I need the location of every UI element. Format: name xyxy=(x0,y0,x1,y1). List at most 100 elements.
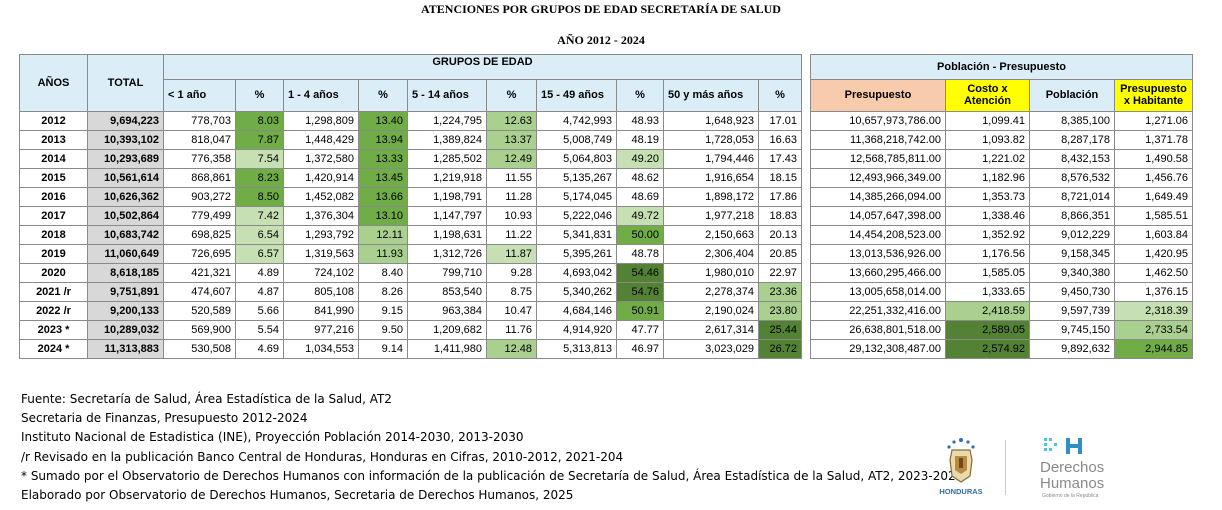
header-anos: AÑOS xyxy=(19,54,88,112)
cell-15-49: 5,135,267 xyxy=(536,168,617,188)
cell-costo-atencion: 1,182.96 xyxy=(945,168,1030,188)
cell-pct-15-49: 54.46 xyxy=(616,263,664,283)
cell-50-mas: 1,794,446 xyxy=(663,149,759,169)
column-gap xyxy=(801,320,811,340)
cell-menor-1: 726,695 xyxy=(163,244,236,264)
year-cell: 2021 /r xyxy=(19,282,88,302)
cell-pct-5-14: 11.28 xyxy=(486,187,537,207)
cell-pct-50-mas: 17.43 xyxy=(758,149,802,169)
cell-costo-atencion: 1,093.82 xyxy=(945,130,1030,150)
dh-logo-line1: Derechos xyxy=(1040,459,1104,476)
cell-pct-1-4: 13.94 xyxy=(358,130,408,150)
header-pct: % xyxy=(486,79,537,112)
table-row: 2015 10,561,614 868,861 8.23 1,420,914 13.45 1… xyxy=(19,168,1193,188)
year-cell: 2015 xyxy=(19,168,88,188)
column-gap xyxy=(801,111,811,131)
honduras-logo-text: HONDURAS xyxy=(939,487,982,496)
column-gap xyxy=(801,339,811,359)
cell-50-mas: 2,306,404 xyxy=(663,244,759,264)
cell-pct-menor-1: 8.03 xyxy=(235,111,284,131)
header-pct: % xyxy=(616,79,664,112)
cell-pct-15-49: 54.76 xyxy=(616,282,664,302)
cell-pct-1-4: 12.11 xyxy=(358,225,408,245)
cell-poblacion: 8,432,153 xyxy=(1029,149,1115,169)
cell-presupuesto: 29,132,308,487.00 xyxy=(810,339,946,359)
cell-presupuesto: 13,005,658,014.00 xyxy=(810,282,946,302)
year-cell: 2014 xyxy=(19,149,88,169)
year-cell: 2018 xyxy=(19,225,88,245)
cell-poblacion: 8,576,532 xyxy=(1029,168,1115,188)
cell-pct-15-49: 48.19 xyxy=(616,130,664,150)
cell-presupuesto: 14,385,266,094.00 xyxy=(810,187,946,207)
column-gap xyxy=(801,301,811,321)
cell-costo-atencion: 1,333.65 xyxy=(945,282,1030,302)
cell-menor-1: 421,321 xyxy=(163,263,236,283)
table-row: 2012 9,694,223 778,703 8.03 1,298,809 13.40 1,… xyxy=(19,111,1193,131)
cell-pct-menor-1: 6.54 xyxy=(235,225,284,245)
cell-pct-15-49: 47.77 xyxy=(616,320,664,340)
cell-menor-1: 779,499 xyxy=(163,206,236,226)
cell-pct-1-4: 8.40 xyxy=(358,263,408,283)
cell-1-4: 1,293,792 xyxy=(283,225,359,245)
cell-presupuesto-habitante: 2,733.54 xyxy=(1114,320,1193,340)
cell-pct-menor-1: 7.54 xyxy=(235,149,284,169)
cell-1-4: 724,102 xyxy=(283,263,359,283)
cell-pct-50-mas: 23.36 xyxy=(758,282,802,302)
table-row: 2016 10,626,362 903,272 8.50 1,452,082 13.66 1… xyxy=(19,187,1193,207)
table-row: 2018 10,683,742 698,825 6.54 1,293,792 12.11 1… xyxy=(19,225,1193,245)
cell-costo-atencion: 2,574.92 xyxy=(945,339,1030,359)
cell-costo-atencion: 1,176.56 xyxy=(945,244,1030,264)
cell-menor-1: 569,900 xyxy=(163,320,236,340)
cell-5-14: 853,540 xyxy=(407,282,487,302)
cell-menor-1: 818,047 xyxy=(163,130,236,150)
cell-pct-50-mas: 23.80 xyxy=(758,301,802,321)
cell-pct-1-4: 13.66 xyxy=(358,187,408,207)
logo-divider xyxy=(1005,440,1006,495)
cell-pct-5-14: 9.28 xyxy=(486,263,537,283)
cell-presupuesto: 26,638,801,518.00 xyxy=(810,320,946,340)
table-row: 2019 11,060,649 726,695 6.57 1,319,563 11.93 1… xyxy=(19,244,1193,264)
cell-5-14: 1,411,980 xyxy=(407,339,487,359)
cell-presupuesto-habitante: 1,649.49 xyxy=(1114,187,1193,207)
column-gap xyxy=(801,282,811,302)
cell-1-4: 1,372,580 xyxy=(283,149,359,169)
cell-1-4: 1,376,304 xyxy=(283,206,359,226)
table-row: 2024 * 11,313,883 530,508 4.69 1,034,553 9.14… xyxy=(19,339,1193,359)
cell-5-14: 1,198,631 xyxy=(407,225,487,245)
column-gap xyxy=(801,187,811,207)
cell-15-49: 5,313,813 xyxy=(536,339,617,359)
cell-1-4: 805,108 xyxy=(283,282,359,302)
table-row: 2022 /r 9,200,133 520,589 5.66 841,990 9.15 96… xyxy=(19,301,1193,321)
report-title: ATENCIONES POR GRUPOS DE EDAD SECRETARÍA… xyxy=(421,2,781,16)
cell-pct-15-49: 48.69 xyxy=(616,187,664,207)
cell-poblacion: 8,385,100 xyxy=(1029,111,1115,131)
cell-pct-50-mas: 18.15 xyxy=(758,168,802,188)
cell-pct-1-4: 9.15 xyxy=(358,301,408,321)
cell-poblacion: 9,597,739 xyxy=(1029,301,1115,321)
cell-5-14: 1,209,682 xyxy=(407,320,487,340)
header-costo-atencion: Costo x Atención xyxy=(945,79,1030,112)
total-cell: 10,626,362 xyxy=(87,187,164,207)
cell-presupuesto-habitante: 1,462.50 xyxy=(1114,263,1193,283)
cell-1-4: 841,990 xyxy=(283,301,359,321)
cell-pct-5-14: 10.93 xyxy=(486,206,537,226)
total-cell: 11,060,649 xyxy=(87,244,164,264)
cell-menor-1: 776,358 xyxy=(163,149,236,169)
cell-presupuesto: 14,454,208,523.00 xyxy=(810,225,946,245)
cell-menor-1: 778,703 xyxy=(163,111,236,131)
cell-pct-15-49: 48.93 xyxy=(616,111,664,131)
cell-presupuesto: 13,013,536,926.00 xyxy=(810,244,946,264)
cell-pct-50-mas: 26.72 xyxy=(758,339,802,359)
cell-15-49: 5,008,749 xyxy=(536,130,617,150)
cell-50-mas: 2,278,374 xyxy=(663,282,759,302)
cell-menor-1: 530,508 xyxy=(163,339,236,359)
note-finanzas: Secretaria de Finanzas, Presupuesto 2012… xyxy=(21,411,308,426)
cell-15-49: 4,742,993 xyxy=(536,111,617,131)
cell-15-49: 5,395,261 xyxy=(536,244,617,264)
note-elaborado: Elaborado por Observatorio de Derechos H… xyxy=(21,488,574,503)
cell-costo-atencion: 2,418.59 xyxy=(945,301,1030,321)
total-cell: 10,289,032 xyxy=(87,320,164,340)
year-cell: 2023 * xyxy=(19,320,88,340)
cell-presupuesto-habitante: 1,371.78 xyxy=(1114,130,1193,150)
total-cell: 10,561,614 xyxy=(87,168,164,188)
